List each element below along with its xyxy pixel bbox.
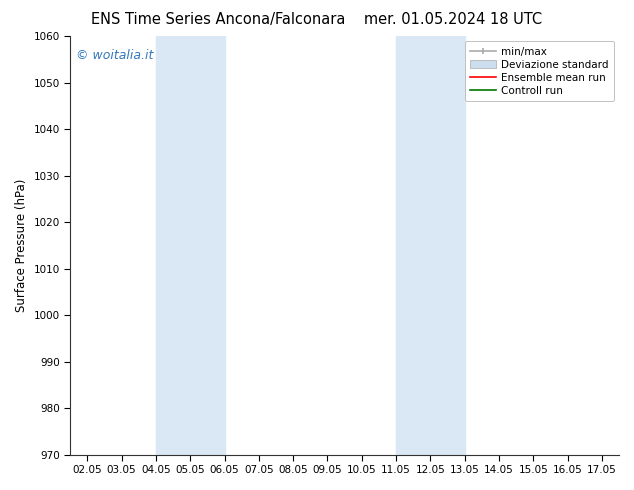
Text: © woitalia.it: © woitalia.it — [75, 49, 153, 62]
Text: ENS Time Series Ancona/Falconara    mer. 01.05.2024 18 UTC: ENS Time Series Ancona/Falconara mer. 01… — [91, 12, 543, 27]
Bar — [156, 36, 224, 455]
Bar — [396, 36, 465, 455]
Y-axis label: Surface Pressure (hPa): Surface Pressure (hPa) — [15, 179, 28, 312]
Legend: min/max, Deviazione standard, Ensemble mean run, Controll run: min/max, Deviazione standard, Ensemble m… — [465, 41, 614, 101]
